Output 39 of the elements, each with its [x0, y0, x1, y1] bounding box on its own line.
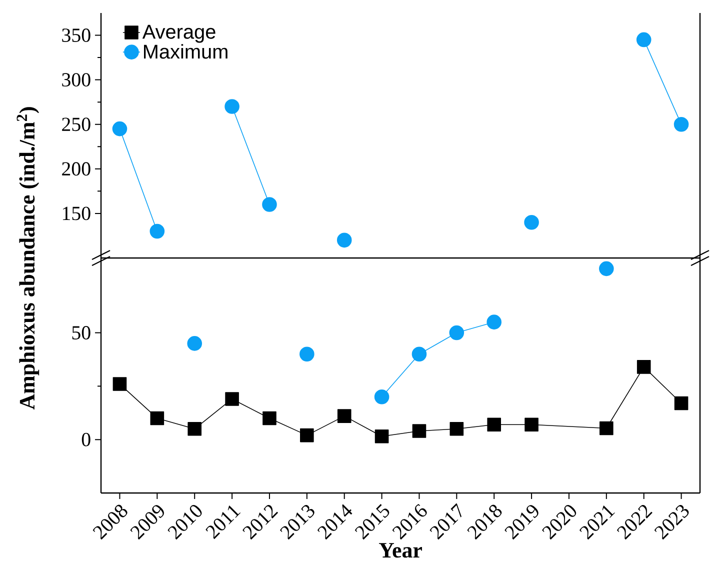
point [300, 428, 314, 442]
point [524, 214, 539, 230]
point [599, 261, 614, 276]
y-tick-label: 350 [62, 28, 90, 42]
point [600, 421, 614, 436]
point [262, 411, 276, 426]
point [262, 197, 277, 212]
point [412, 424, 426, 438]
point [337, 409, 352, 423]
point [150, 411, 164, 426]
y-tick-label: 250 [62, 118, 90, 132]
point [450, 422, 464, 436]
x-tick-label: 2011 [206, 505, 241, 540]
y-tick-label: 0 [82, 432, 90, 446]
point [112, 377, 127, 391]
point [636, 360, 651, 374]
y-axis-title: Amphioxus abundance (ind./m$^{2}$) [16, 107, 40, 410]
legend-label: Average [142, 24, 216, 43]
y-tick-label: 50 [72, 326, 90, 340]
legend-label: Maximum [144, 44, 228, 59]
point [187, 336, 202, 351]
point [150, 224, 165, 239]
point [487, 418, 501, 432]
point [674, 116, 689, 132]
y-tick-label: 300 [62, 73, 90, 87]
point [486, 314, 502, 330]
point [112, 121, 128, 136]
point [374, 429, 389, 444]
point [225, 392, 239, 406]
point [224, 99, 240, 114]
point [636, 32, 652, 48]
x-axis-title: Year [378, 543, 422, 558]
point [300, 346, 314, 362]
point [524, 418, 538, 432]
point [674, 396, 688, 410]
y-tick-label: 200 [62, 162, 90, 176]
point [188, 422, 202, 436]
point [336, 232, 352, 248]
y-tick-label: 150 [62, 206, 90, 220]
